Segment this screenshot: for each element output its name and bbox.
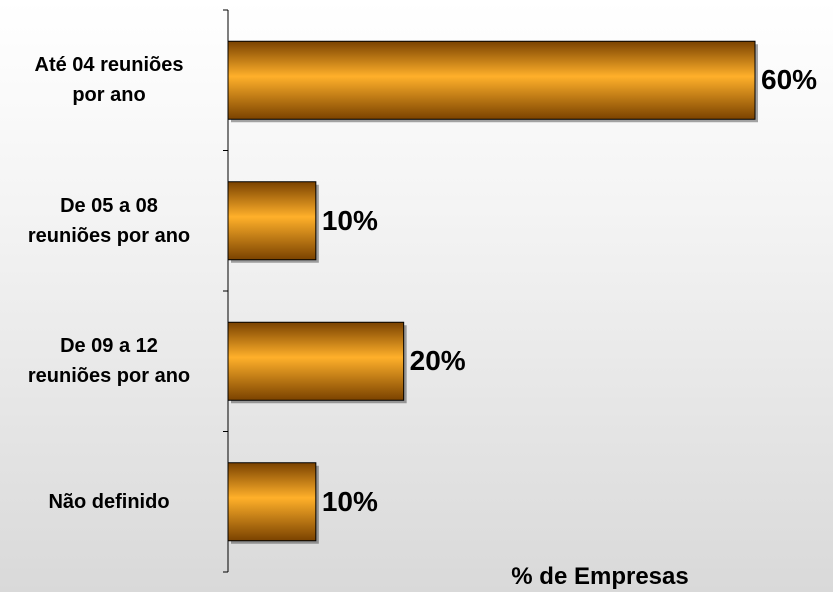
x-axis-title: % de Empresas (511, 563, 689, 590)
y-axis (223, 9, 229, 573)
category-label: De 09 a 12 reuniões por ano (27, 335, 191, 388)
bar-value-label: 60% (761, 64, 818, 96)
category-label: Até 04 reuniões por ano (34, 54, 184, 107)
bar-value-label: 10% (321, 485, 378, 517)
bar (227, 40, 756, 120)
category-label: Não definido (48, 490, 170, 513)
bar-value-label: 10% (321, 204, 378, 236)
category-label: De 05 a 08 reuniões por ano (27, 194, 191, 247)
bar (227, 321, 405, 401)
bars-group (227, 40, 758, 544)
bar (227, 181, 317, 261)
bar (227, 462, 317, 542)
bar-value-label: 20% (409, 345, 466, 377)
